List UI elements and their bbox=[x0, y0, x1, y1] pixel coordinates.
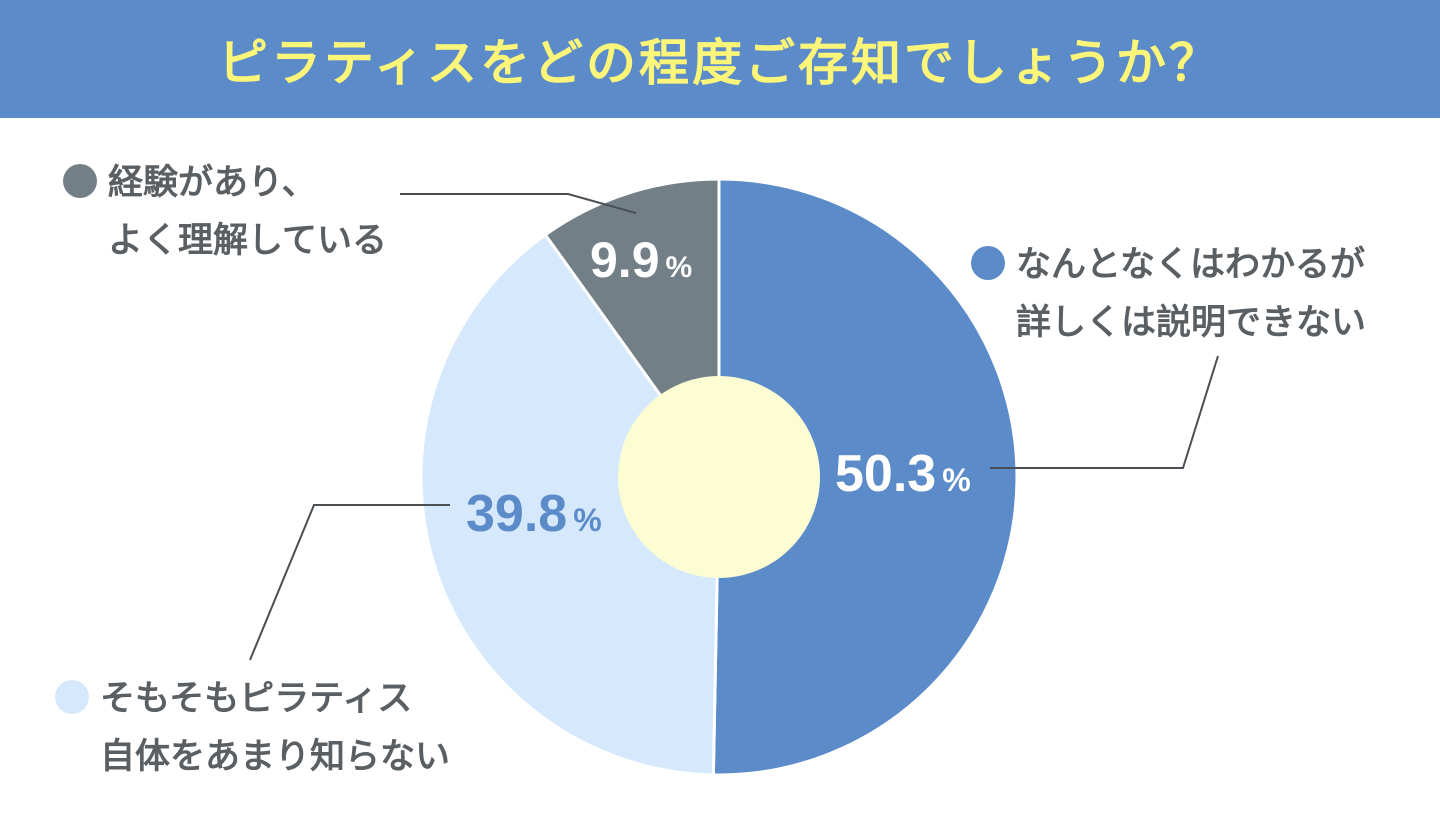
value-unit-slice-2: % bbox=[573, 502, 601, 538]
pie-slice-2 bbox=[419, 232, 721, 777]
value-unit-slice-1: % bbox=[942, 462, 970, 498]
legend-marker-slice-1 bbox=[971, 246, 1005, 280]
value-label-slice-3: 9.9% bbox=[590, 232, 692, 288]
pie-slices bbox=[419, 177, 1019, 777]
legend-label-slice-3-line-2: よく理解している bbox=[108, 221, 387, 261]
legend-marker-slice-2 bbox=[55, 680, 89, 714]
legend-label-slice-1-line-1: なんとなくはわかるが bbox=[1016, 245, 1365, 285]
value-label-slice-2: 39.8% bbox=[466, 485, 602, 543]
leader-line-slice-3 bbox=[400, 193, 637, 214]
value-number-slice-3: 9.9 bbox=[590, 232, 660, 288]
pie-slice-1 bbox=[711, 177, 1019, 777]
legend-marker-slice-3 bbox=[63, 164, 97, 198]
title-bar: ピラティスをどの程度ご存知でしょうか？ bbox=[0, 0, 1440, 118]
value-unit-slice-3: % bbox=[666, 251, 693, 284]
legend-label-slice-1-line-2: 詳しくは説明できない bbox=[1016, 303, 1366, 343]
value-label-slice-1: 50.3% bbox=[835, 445, 971, 503]
legend-label-slice-3-line-1: 経験があり、 bbox=[108, 163, 317, 203]
leader-line-slice-2 bbox=[249, 504, 450, 661]
legend-label-slice-2-line-2: 自体をあまり知らない bbox=[100, 737, 450, 777]
legend-label-slice-2-line-1: そもそもピラティス bbox=[100, 679, 412, 719]
center-circle bbox=[618, 376, 820, 578]
leader-line-slice-1 bbox=[990, 355, 1219, 469]
value-number-slice-1: 50.3 bbox=[835, 445, 936, 503]
value-number-slice-2: 39.8 bbox=[466, 485, 567, 543]
chart-title: ピラティスをどの程度ご存知でしょうか？ bbox=[218, 34, 1222, 92]
